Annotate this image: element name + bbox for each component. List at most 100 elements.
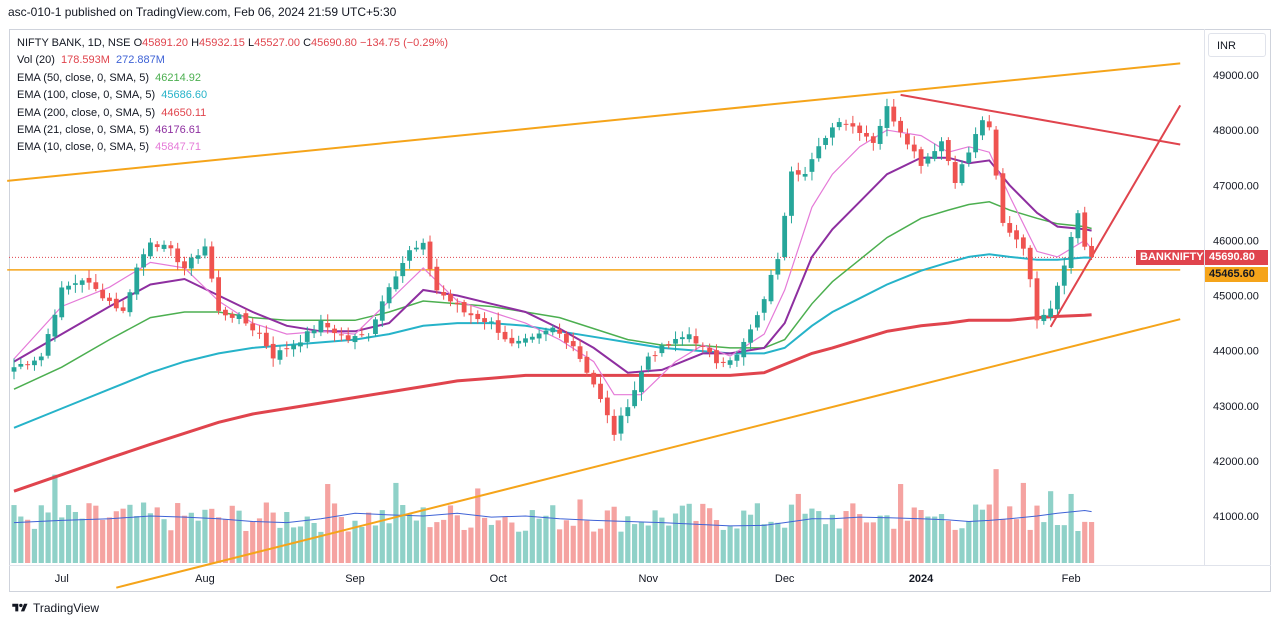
volume-bar bbox=[181, 515, 188, 563]
legend-volume-row: Vol (20) 178.593M 272.887M bbox=[17, 52, 448, 69]
candle-body bbox=[352, 336, 358, 343]
candle-body bbox=[632, 390, 638, 407]
volume-bar bbox=[1007, 506, 1013, 563]
volume-bar bbox=[38, 505, 44, 563]
volume-bar bbox=[216, 517, 222, 563]
candle-body bbox=[870, 136, 876, 143]
volume-bar bbox=[475, 488, 481, 563]
candle-body bbox=[182, 261, 187, 269]
candle-body bbox=[468, 313, 474, 316]
candle-body bbox=[18, 364, 24, 367]
candle-body bbox=[127, 292, 133, 313]
trendlines bbox=[7, 62, 1204, 589]
volume-bar bbox=[147, 513, 153, 563]
legend-ema10-label: EMA (10, close, 0, SMA, 5) bbox=[17, 141, 150, 154]
volume-bar bbox=[284, 512, 290, 563]
last-price-tag: 45690.80 bbox=[1205, 250, 1268, 265]
candle-body bbox=[809, 159, 815, 172]
candle-body bbox=[175, 248, 181, 263]
candle-body bbox=[1041, 314, 1047, 322]
candle-body bbox=[420, 242, 426, 250]
candle-body bbox=[993, 129, 999, 176]
candle-body bbox=[611, 415, 617, 435]
volume-bar bbox=[563, 520, 570, 563]
time-tick-label: Nov bbox=[638, 573, 658, 585]
price-tick-label: 49000.00 bbox=[1213, 70, 1259, 82]
candle-body bbox=[645, 356, 651, 370]
candle-body bbox=[1014, 230, 1019, 240]
legend-ema10-value: 45847.71 bbox=[155, 141, 202, 154]
volume-bar bbox=[1082, 521, 1088, 563]
candle-body bbox=[298, 342, 303, 347]
volume-bar bbox=[652, 510, 658, 563]
candle-body bbox=[905, 133, 910, 145]
candle-body bbox=[775, 259, 781, 275]
volume-bar bbox=[850, 503, 856, 563]
candle-body bbox=[223, 309, 228, 316]
candle-body bbox=[727, 360, 733, 365]
volume-bar bbox=[168, 530, 174, 563]
volume-bar bbox=[229, 505, 235, 563]
candle-body bbox=[673, 338, 678, 344]
candle-body bbox=[52, 314, 58, 337]
candle-body bbox=[161, 244, 167, 249]
legend-low: 45527.00 bbox=[254, 37, 300, 49]
candle-body bbox=[980, 120, 985, 136]
candle-body bbox=[693, 336, 699, 344]
candle-body bbox=[1000, 173, 1006, 223]
volume-bar bbox=[870, 522, 876, 563]
volume-bar bbox=[707, 508, 713, 563]
volume-bar bbox=[209, 508, 215, 563]
candle-body bbox=[168, 245, 174, 249]
volume-bar bbox=[113, 511, 119, 563]
candle-body bbox=[898, 120, 903, 133]
candle-body bbox=[1034, 278, 1040, 321]
time-tick-label: Sep bbox=[345, 573, 365, 585]
volume-bar bbox=[366, 512, 372, 563]
candle-body bbox=[734, 354, 740, 361]
volume-bar bbox=[666, 525, 672, 563]
candle-body bbox=[857, 125, 863, 134]
candle-body bbox=[666, 344, 672, 346]
volume-bar bbox=[222, 519, 229, 563]
candle-body bbox=[400, 263, 406, 277]
candle-body bbox=[864, 132, 869, 137]
volume-bar bbox=[693, 520, 699, 563]
volume-bar bbox=[891, 528, 897, 563]
candle-body bbox=[311, 330, 317, 334]
volume-bar bbox=[945, 520, 951, 563]
candle-body bbox=[591, 372, 597, 385]
legend-ema100-value: 45686.60 bbox=[161, 89, 208, 102]
volume-bar bbox=[686, 503, 692, 563]
candle-body bbox=[79, 280, 85, 285]
volume-bar bbox=[904, 520, 911, 563]
price-axis-separator bbox=[1204, 29, 1205, 565]
chart-frame bbox=[9, 29, 1271, 592]
time-tick-label: Oct bbox=[490, 573, 507, 585]
candle-body bbox=[836, 122, 842, 128]
ema100-line bbox=[13, 253, 1092, 429]
candle-body bbox=[38, 356, 44, 361]
candle-body bbox=[748, 329, 753, 343]
volume-bar bbox=[263, 502, 269, 563]
volume-bar bbox=[1013, 519, 1020, 563]
volume-bar bbox=[836, 528, 842, 563]
volume-bar bbox=[679, 505, 685, 563]
candle-body bbox=[427, 241, 433, 270]
tradingview-brand[interactable]: TradingView bbox=[10, 601, 99, 615]
volume-bar bbox=[625, 516, 631, 563]
candle-body bbox=[338, 334, 344, 336]
candle-body bbox=[188, 257, 194, 269]
candle-body bbox=[413, 247, 419, 250]
volume-bar bbox=[379, 510, 385, 563]
legend-volume-label: Vol (20) bbox=[17, 54, 55, 67]
volume-bar bbox=[1068, 493, 1074, 563]
legend-ema10-row: EMA (10, close, 0, SMA, 5) 45847.71 bbox=[17, 139, 448, 156]
published-caption: asc-010-1 published on TradingView.com, … bbox=[8, 5, 397, 19]
candle-body bbox=[714, 350, 719, 364]
volume-bar bbox=[795, 493, 801, 563]
currency-selector[interactable]: INR bbox=[1208, 33, 1266, 57]
candle-body bbox=[475, 313, 481, 320]
volume-bars bbox=[11, 469, 1095, 563]
